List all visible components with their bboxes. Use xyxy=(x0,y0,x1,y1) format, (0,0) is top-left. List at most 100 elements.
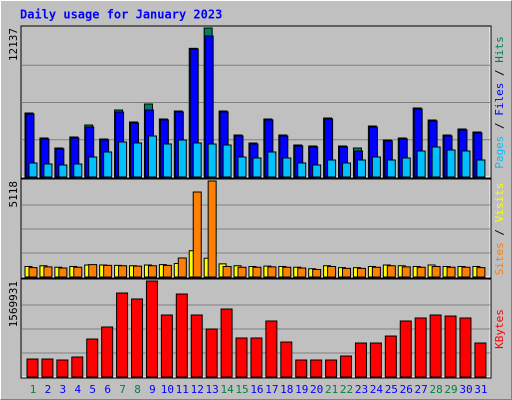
bar xyxy=(43,266,53,278)
bar xyxy=(28,267,38,278)
bar xyxy=(401,266,411,278)
bar xyxy=(207,180,217,278)
x-tick-label: 8 xyxy=(134,383,141,396)
bar xyxy=(252,266,262,278)
legend: KBytes xyxy=(493,309,506,349)
bar xyxy=(56,359,69,378)
bar xyxy=(147,265,157,278)
x-tick-label: 15 xyxy=(235,383,248,396)
bar xyxy=(145,280,158,378)
x-tick-label: 1 xyxy=(30,383,37,396)
bar xyxy=(267,151,277,178)
bar xyxy=(250,337,263,378)
bar xyxy=(147,135,157,178)
x-tick-label: 23 xyxy=(355,383,368,396)
bar xyxy=(282,157,292,178)
legend-entry: Visits xyxy=(493,183,506,223)
bar xyxy=(73,163,83,178)
bar xyxy=(327,265,337,278)
x-tick-label: 25 xyxy=(385,383,398,396)
legend-entry: Pages xyxy=(493,136,506,169)
bar xyxy=(205,328,218,378)
bar xyxy=(446,266,456,278)
bar xyxy=(222,144,232,178)
bar xyxy=(103,264,113,278)
bar xyxy=(190,314,203,378)
bar xyxy=(43,163,53,178)
bar xyxy=(446,149,456,178)
bar xyxy=(220,308,233,378)
x-tick-label: 20 xyxy=(310,383,323,396)
bar xyxy=(88,264,98,278)
bar xyxy=(342,267,352,278)
bar xyxy=(414,317,427,378)
bar xyxy=(26,358,39,378)
bar xyxy=(401,157,411,178)
bar xyxy=(312,164,322,178)
bar xyxy=(118,265,128,278)
y-tick-label: 1569931 xyxy=(7,281,20,327)
bar xyxy=(342,162,352,178)
x-tick-label: 19 xyxy=(295,383,308,396)
bar xyxy=(101,326,114,378)
bar xyxy=(399,320,412,378)
x-tick-label: 28 xyxy=(429,383,442,396)
bar xyxy=(267,266,277,278)
bar xyxy=(58,267,68,278)
bar xyxy=(177,257,187,278)
bar xyxy=(431,265,441,278)
bar xyxy=(282,266,292,278)
x-tick-label: 22 xyxy=(340,383,353,396)
x-tick-label: 16 xyxy=(250,383,263,396)
x-tick-label: 17 xyxy=(265,383,278,396)
bar xyxy=(474,342,487,378)
bar xyxy=(356,159,366,178)
x-tick-label: 5 xyxy=(89,383,96,396)
bar xyxy=(237,266,247,278)
x-tick-label: 10 xyxy=(161,383,174,396)
bar xyxy=(252,157,262,178)
bar xyxy=(86,338,99,378)
legend-separator: / xyxy=(493,63,506,83)
bar xyxy=(386,159,396,178)
bar xyxy=(162,264,172,278)
bar xyxy=(297,162,307,178)
x-tick-label: 2 xyxy=(45,383,52,396)
bar xyxy=(356,267,366,278)
x-tick-label: 27 xyxy=(415,383,428,396)
bar xyxy=(312,268,322,278)
legend-entry: Files xyxy=(493,83,506,116)
bar xyxy=(295,359,308,378)
chart-title: Daily usage for January 2023 xyxy=(20,8,222,22)
x-tick-label: 30 xyxy=(459,383,472,396)
x-tick-label: 12 xyxy=(191,383,204,396)
bar xyxy=(133,142,143,178)
bar xyxy=(280,341,293,378)
bar xyxy=(354,342,367,378)
x-tick-label: 21 xyxy=(325,383,338,396)
legend: Sites / Visits xyxy=(493,183,506,276)
x-tick-label: 18 xyxy=(280,383,293,396)
bar xyxy=(28,162,38,178)
x-tick-label: 6 xyxy=(104,383,111,396)
bar xyxy=(88,156,98,178)
bar xyxy=(416,150,426,178)
bar xyxy=(416,266,426,278)
x-tick-label: 29 xyxy=(444,383,457,396)
x-tick-label: 31 xyxy=(474,383,487,396)
bar xyxy=(103,151,113,178)
bar xyxy=(162,143,172,178)
legend-separator: / xyxy=(493,116,506,136)
legend-entry: Hits xyxy=(493,36,506,63)
x-tick-label: 3 xyxy=(60,383,67,396)
x-tick-label: 24 xyxy=(370,383,384,396)
bar xyxy=(133,265,143,278)
bar xyxy=(265,320,278,378)
y-tick-label: 5118 xyxy=(7,181,20,208)
bar xyxy=(444,315,457,378)
bar xyxy=(41,358,54,378)
x-tick-label: 26 xyxy=(400,383,413,396)
bar xyxy=(371,266,381,278)
